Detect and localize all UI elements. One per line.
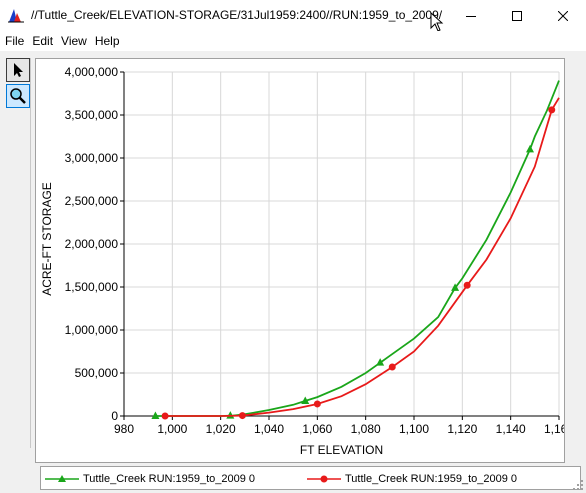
y-tick-label: 2,000,000 — [65, 237, 119, 251]
y-tick-label: 4,000,000 — [65, 65, 119, 79]
minimize-button[interactable] — [448, 0, 494, 31]
resize-grip-icon[interactable] — [572, 479, 584, 491]
minimize-icon — [466, 15, 476, 17]
close-button[interactable] — [540, 0, 586, 31]
y-tick-label: 1,000,000 — [65, 323, 119, 337]
menu-help[interactable]: Help — [94, 34, 120, 48]
legend-red-line-icon — [307, 475, 341, 483]
y-tick-label: 3,500,000 — [65, 108, 119, 122]
series-marker-0 — [226, 411, 235, 419]
menu-view[interactable]: View — [61, 34, 87, 48]
window-title: //Tuttle_Creek/ELEVATION-STORAGE/31Jul19… — [31, 8, 443, 22]
legend-green-line-icon — [45, 475, 79, 482]
legend-entry-red: Tuttle_Creek RUN:1959_to_2009 0 — [307, 471, 517, 487]
x-tick-label: 1,140 — [496, 422, 526, 436]
series-line-1 — [165, 97, 560, 417]
menu-bar: File Edit View Help — [0, 31, 586, 51]
title-bar: //Tuttle_Creek/ELEVATION-STORAGE/31Jul19… — [0, 0, 586, 32]
series-marker-0 — [451, 283, 460, 291]
legend: Tuttle_Creek RUN:1959_to_2009 0 Tuttle_C… — [40, 466, 581, 490]
plot-panel[interactable]: 980 1,000 1,020 1,040 1,060 1,080 1,100 1,120 1,… — [35, 58, 574, 463]
x-tick-label: 1,160 — [544, 422, 564, 436]
legend-entry-green: Tuttle_Creek RUN:1959_to_2009 0 — [45, 471, 255, 487]
content-area: 980 1,000 1,020 1,040 1,060 1,080 1,100 1,120 1,… — [0, 51, 586, 493]
magnifier-icon — [10, 88, 26, 104]
maximize-button[interactable] — [494, 0, 540, 31]
zoom-tool-button[interactable] — [6, 84, 30, 108]
tool-palette — [6, 58, 31, 110]
pointer-icon — [14, 63, 23, 77]
legend-label-red: Tuttle_Creek RUN:1959_to_2009 0 — [345, 473, 518, 485]
close-icon — [558, 10, 568, 21]
x-tick-label: 1,000 — [157, 422, 187, 436]
x-tick-label: 1,080 — [351, 422, 381, 436]
series-marker-0 — [376, 358, 385, 366]
series-line-0 — [155, 80, 560, 417]
x-tick-label: 1,020 — [206, 422, 236, 436]
y-axis-label: ACRE-FT STORAGE — [40, 182, 54, 296]
series-marker-0 — [301, 396, 310, 404]
series-marker-1 — [548, 106, 556, 114]
y-tick-label: 1,500,000 — [65, 280, 119, 294]
series-marker-0 — [151, 411, 160, 419]
y-tick-label: 2,500,000 — [65, 194, 119, 208]
series-marker-1 — [238, 412, 246, 420]
series-marker-1 — [463, 281, 471, 289]
mouse-cursor-icon — [430, 12, 444, 32]
chart[interactable]: 980 1,000 1,020 1,040 1,060 1,080 1,100 1,120 1,… — [36, 59, 574, 462]
x-axis-label: FT ELEVATION — [300, 443, 383, 457]
x-tick-label: 1,060 — [302, 422, 332, 436]
x-tick-label: 980 — [114, 422, 134, 436]
toolbar-divider — [30, 58, 31, 448]
y-tick-label: 500,000 — [75, 366, 119, 380]
series-marker-1 — [388, 363, 396, 371]
pointer-tool-button[interactable] — [6, 58, 30, 82]
x-tick-label: 1,040 — [254, 422, 284, 436]
menu-file[interactable]: File — [5, 34, 25, 48]
maximize-icon — [512, 10, 522, 21]
y-tick-label: 0 — [111, 409, 118, 423]
series-marker-1 — [313, 400, 321, 408]
legend-label-green: Tuttle_Creek RUN:1959_to_2009 0 — [83, 473, 256, 485]
x-tick-label: 1,120 — [447, 422, 477, 436]
menu-edit[interactable]: Edit — [32, 34, 54, 48]
series-marker-1 — [161, 412, 169, 420]
y-tick-label: 3,000,000 — [65, 151, 119, 165]
app-icon — [8, 9, 24, 23]
x-tick-label: 1,100 — [399, 422, 429, 436]
series-marker-0 — [526, 144, 534, 153]
